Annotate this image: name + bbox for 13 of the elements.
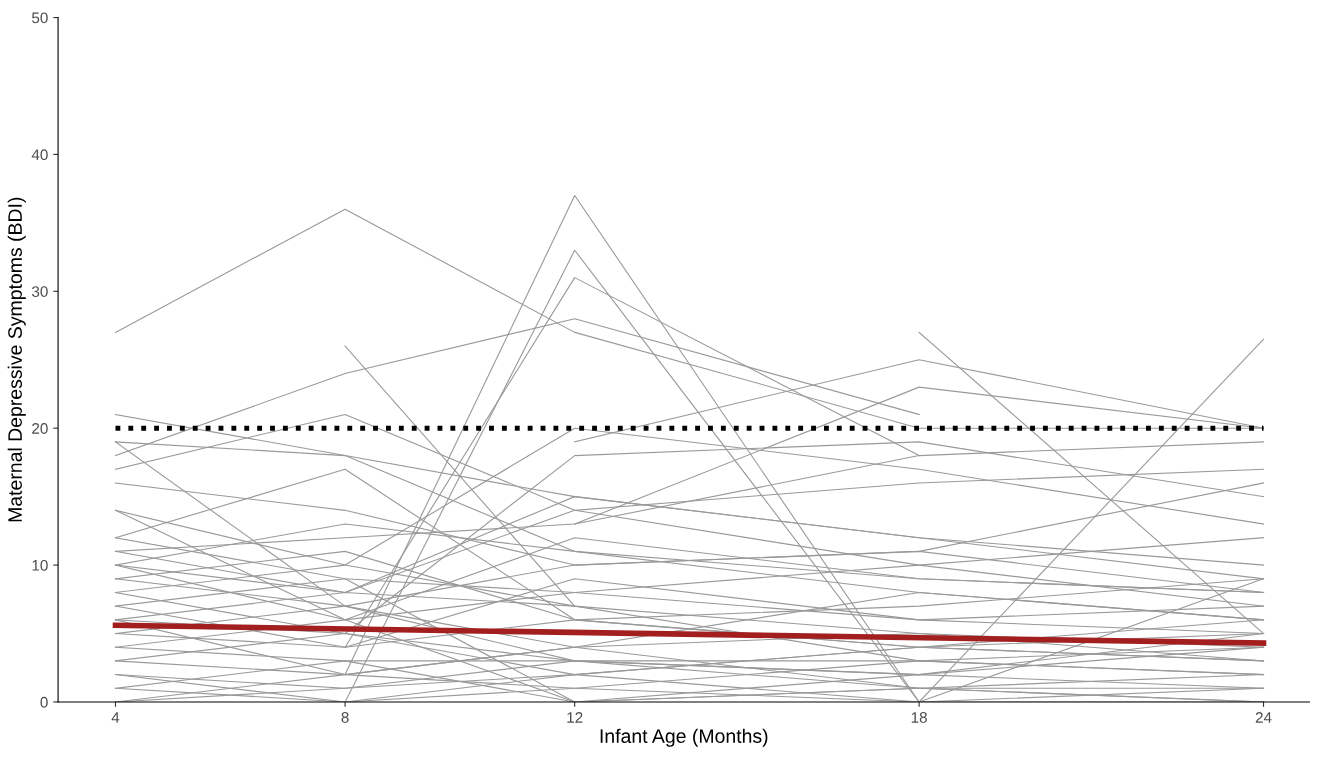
y-tick-label: 50 (31, 12, 48, 24)
x-tick-label: 12 (567, 712, 583, 723)
x-axis-title: Infant Age (Months) (600, 728, 768, 747)
y-tick-label: 0 (40, 696, 48, 708)
x-tick-label: 8 (341, 712, 349, 723)
y-axis-title: Maternal Depressive Symptoms (BDI) (7, 197, 26, 522)
y-tick-label: 40 (31, 149, 48, 161)
y-tick-label: 20 (32, 423, 48, 434)
y-tick-label: 30 (31, 286, 48, 297)
x-tick-label: 24 (1255, 712, 1272, 723)
x-tick-label: 4 (111, 712, 120, 723)
y-tick-label: 10 (32, 559, 48, 571)
x-tick-label: 18 (911, 712, 927, 723)
